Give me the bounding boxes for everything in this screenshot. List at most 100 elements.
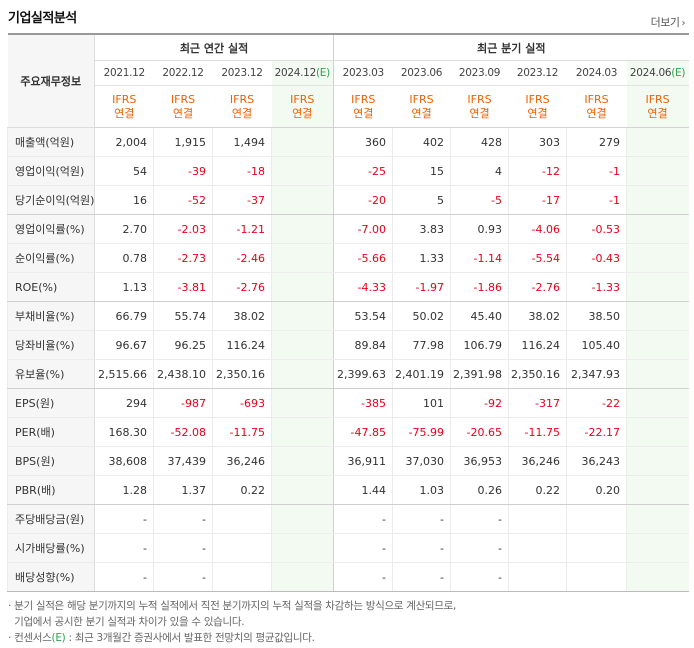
table-row: 배당성향(%) - - - - - [7,562,689,592]
row-label: 당기순이익(억원) [7,185,95,215]
table-cell: - [333,504,393,534]
table-cell [508,562,567,592]
table-cell: 0.26 [450,475,509,505]
ifrs-label: IFRS 연결 [94,85,154,128]
table-cell [626,330,689,360]
ifrs-label: IFRS 연결 [508,85,567,128]
table-cell [566,562,627,592]
table-cell: 402 [392,127,451,157]
table-cell: 0.22 [212,475,272,505]
ifrs-label: IFRS 연결 [333,85,393,128]
table-cell [270,388,334,418]
table-cell: 1.13 [94,272,154,302]
row-label: 순이익률(%) [7,243,95,273]
table-cell [626,359,689,389]
period-header: 2023.03 [333,60,393,86]
table-cell: -5.54 [508,243,567,273]
chevron-right-icon: › [681,18,686,29]
row-label: BPS(원) [7,446,95,476]
table-cell [270,417,334,447]
table-cell: 89.84 [333,330,393,360]
table-cell: 1,494 [212,127,272,157]
table-cell: -1.97 [392,272,451,302]
row-label: 영업이익률(%) [7,214,95,244]
table-cell: 36,246 [508,446,567,476]
table-cell: -17 [508,185,567,215]
table-cell [270,504,334,534]
table-cell: -92 [450,388,509,418]
ifrs-label: IFRS 연결 [566,85,627,128]
table-cell: 36,246 [212,446,272,476]
table-cell: 0.93 [450,214,509,244]
table-cell: -47.85 [333,417,393,447]
table-cell: 1.44 [333,475,393,505]
table-cell: 2,399.63 [333,359,393,389]
table-cell [270,475,334,505]
table-cell: -0.43 [566,243,627,273]
table-cell: 66.79 [94,301,154,331]
table-cell: - [333,562,393,592]
table-cell: -3.81 [153,272,213,302]
table-cell: -1 [566,185,627,215]
table-cell [270,359,334,389]
table-row: BPS(원) 38,608 37,439 36,246 36,911 37,030 36,9… [7,446,689,476]
table-row: 영업이익(억원) 54 -39 -18 -25 15 4 -12 -1 [7,156,689,186]
table-cell: -987 [153,388,213,418]
table-cell: 53.54 [333,301,393,331]
table-cell [212,533,272,563]
ifrs-label: IFRS 연결 [153,85,213,128]
period-header: 2021.12 [94,60,154,86]
table-cell: 1.37 [153,475,213,505]
table-cell: 168.30 [94,417,154,447]
row-label: PER(배) [7,417,95,447]
table-cell: 36,953 [450,446,509,476]
table-cell: 2,438.10 [153,359,213,389]
table-cell [626,214,689,244]
table-cell: 1,915 [153,127,213,157]
table-cell: 36,243 [566,446,627,476]
table-cell: -20 [333,185,393,215]
note-1: · 분기 실적은 해당 분기까지의 누적 실적에서 직전 분기까지의 누적 실적… [8,600,457,612]
table-cell: 294 [94,388,154,418]
table-cell [270,156,334,186]
table-cell: -22.17 [566,417,627,447]
table-cell [270,272,334,302]
estimate-marker: (E) [315,67,330,79]
period-header: 2024.06(E) [626,60,689,86]
table-cell: -2.73 [153,243,213,273]
period-header: 2024.12(E) [271,60,334,86]
table-cell: 2,004 [94,127,154,157]
table-cell [626,446,689,476]
table-cell [270,301,334,331]
table-cell: 54 [94,156,154,186]
table-cell [626,243,689,273]
table-row: 시가배당률(%) - - - - - [7,533,689,563]
table-cell: -0.53 [566,214,627,244]
row-label: 유보율(%) [7,359,95,389]
table-cell: 0.78 [94,243,154,273]
table-cell [270,533,334,563]
table-cell: 16 [94,185,154,215]
estimate-marker: (E) [671,67,686,79]
table-row: 당좌비율(%) 96.67 96.25 116.24 89.84 77.98 106.79 1… [7,330,689,360]
ifrs-label: IFRS 연결 [271,85,334,128]
period-header: 2024.03 [566,60,627,86]
table-cell: - [333,533,393,563]
table-cell: 38.02 [212,301,272,331]
table-cell [270,185,334,215]
quarter-group-header: 최근 분기 실적 [333,33,689,61]
table-cell: 0.20 [566,475,627,505]
table-cell: 1.28 [94,475,154,505]
table-row: 부채비율(%) 66.79 55.74 38.02 53.54 50.02 45.40 38.… [7,301,689,331]
table-cell: - [392,504,451,534]
table-cell [626,127,689,157]
table-cell: -11.75 [212,417,272,447]
table-cell [626,562,689,592]
table-cell: - [392,562,451,592]
more-link[interactable]: 더보기 › [651,14,686,30]
period-header: 2023.06 [392,60,451,86]
table-cell: -25 [333,156,393,186]
table-cell: 55.74 [153,301,213,331]
table-cell: - [450,533,509,563]
table-cell: 2,347.93 [566,359,627,389]
